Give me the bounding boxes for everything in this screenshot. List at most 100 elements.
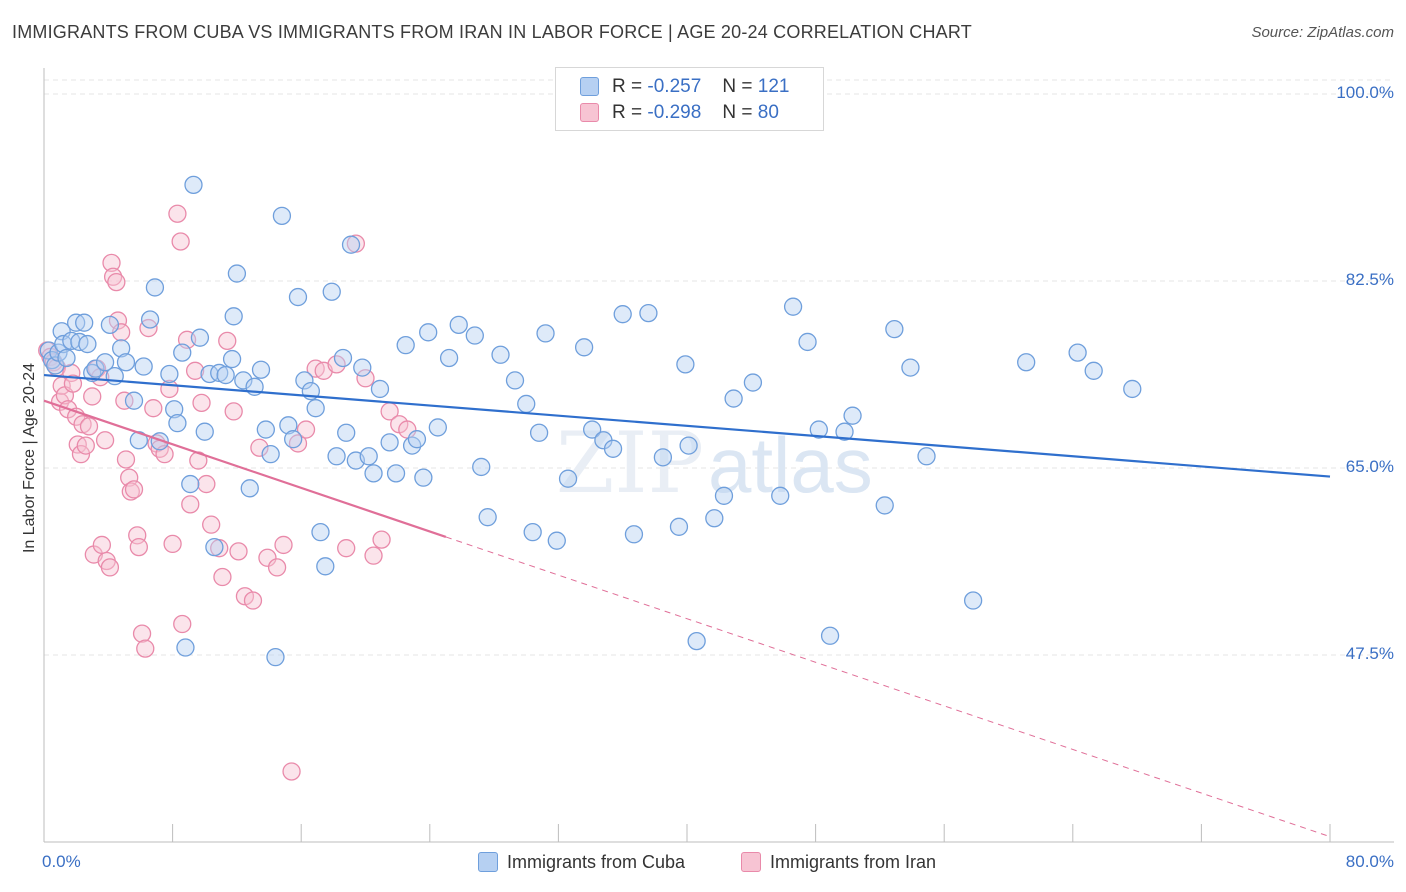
cuba-trend-line [43,373,1331,478]
legend-r-value-iran: -0.298 [647,102,702,123]
cuba-point-64 [359,447,378,466]
cuba-point-54 [306,399,325,418]
grid-lines [44,79,1394,656]
bottom-legend-label-iran: Immigrants from Iran [770,852,937,872]
iran-point-31 [120,468,139,487]
cuba-point-50 [284,430,303,449]
bottom-legend-label-cuba: Immigrants from Cuba [507,852,686,872]
cuba-point-84 [529,423,549,442]
cuba-point-47 [266,648,285,667]
cuba-point-37 [216,365,235,385]
iran-point-14 [76,436,95,455]
iran-point-65 [274,535,293,555]
cuba-point-101 [714,486,734,505]
cuba-point-81 [505,371,525,390]
legend-n-value-iran: 80 [757,102,779,123]
y-tick-label-2: 82.5% [1345,270,1394,290]
cuba-point-74 [428,418,447,437]
cuba-point-69 [396,336,415,355]
iran-point-56 [213,567,232,587]
y-tick-label-0: 47.5% [1345,644,1394,663]
cuba-point-38 [222,349,242,369]
cuba-point-39 [224,307,243,326]
iran-point-49 [181,495,200,514]
cuba-point-27 [168,414,187,433]
legend-n-label: N = [722,102,753,123]
legend-swatch-iran [580,103,599,122]
y-tick-label-1: 65.0% [1345,457,1394,477]
iran-trend-line-extension [445,536,1331,838]
iran-point-35 [129,537,148,557]
cuba-point-17 [112,339,131,358]
cuba-point-56 [316,557,335,576]
cuba-point-26 [165,400,184,419]
legend-n-label: N = [722,76,753,97]
cuba-point-61 [341,235,361,254]
iran-point-75 [364,546,383,565]
cuba-point-63 [353,358,372,377]
cuba-point-18 [116,353,136,372]
cuba-point-23 [145,278,165,297]
cuba-point-108 [820,626,840,645]
cuba-point-71 [407,430,427,449]
iran-point-36 [132,624,152,643]
cuba-point-102 [724,389,743,408]
cuba-point-96 [669,517,689,536]
cuba-point-117 [1068,343,1087,362]
cuba-point-13 [86,359,105,378]
iran-point-47 [173,614,192,634]
cuba-point-67 [380,433,399,452]
cuba-point-100 [705,509,724,528]
bottom-legend-swatch-cuba [478,852,498,872]
cuba-point-106 [798,332,817,352]
iran-point-61 [243,591,263,610]
cuba-point-86 [547,531,566,550]
iran-point-29 [115,391,134,410]
cuba-point-87 [558,469,578,488]
iran-trend-line [43,399,447,538]
iran-point-58 [224,402,243,421]
iran-point-66 [282,762,301,781]
bottom-legend-swatch-iran [741,852,761,872]
cuba-point-82 [517,394,536,414]
iran-points [38,204,417,781]
cuba-point-99 [687,631,706,651]
cuba-point-80 [491,345,510,364]
cuba-point-40 [227,264,247,283]
cuba-point-41 [234,371,253,390]
iran-point-54 [202,515,221,534]
iran-point-24 [102,253,121,273]
cuba-point-104 [771,486,790,505]
cuba-point-91 [603,439,623,458]
cuba-point-1 [42,350,62,370]
trend-lines [43,373,1331,838]
cuba-point-112 [885,319,904,339]
cuba-point-49 [279,416,298,435]
cuba-point-45 [256,420,275,439]
cuba-point-78 [472,457,491,477]
iran-point-12 [71,444,91,464]
cuba-point-58 [327,447,346,466]
iran-point-20 [92,535,112,555]
cuba-point-51 [288,287,308,307]
cuba-point-114 [917,447,936,466]
iran-point-39 [144,399,163,418]
x-tick-label-max: 80.0% [1345,852,1394,871]
correlation-legend: R = -0.257 N = 121 R = -0.298 N = 80 [555,67,824,131]
cuba-point-30 [181,474,200,494]
iran-point-59 [229,542,248,561]
cuba-point-11 [78,334,97,354]
source-label: Source: ZipAtlas.com [1251,24,1394,41]
cuba-point-110 [843,406,862,425]
cuba-point-28 [173,343,192,362]
cuba-point-119 [1123,379,1142,399]
cuba-point-92 [613,305,632,324]
legend-text-cuba: R = -0.257 N = 121 [612,75,789,99]
legend-r-value-cuba: -0.257 [647,76,702,97]
cuba-point-93 [624,525,644,544]
cuba-point-116 [1017,353,1036,372]
cuba-point-75 [439,348,459,368]
cuba-point-88 [574,338,594,357]
cuba-point-76 [449,315,468,334]
x-tick-label-min: 0.0% [42,852,81,871]
